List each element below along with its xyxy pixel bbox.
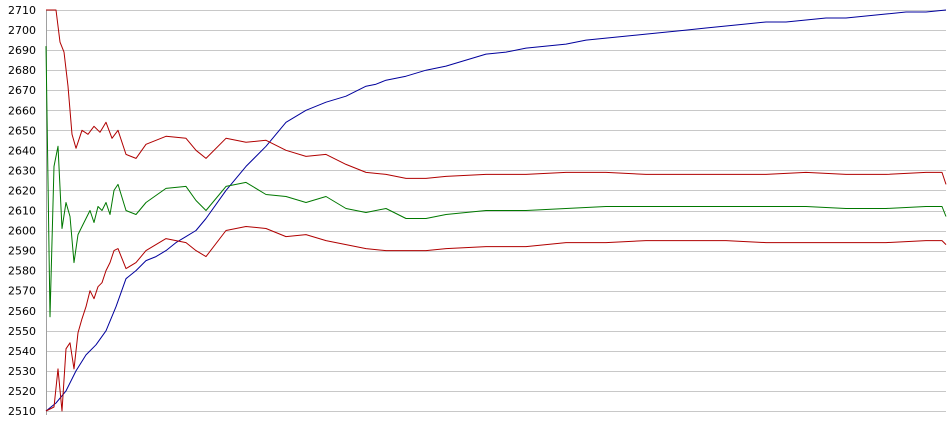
series-line-1	[45, 9, 947, 412]
gridlines	[46, 10, 946, 412]
y-tick-label: 2520	[8, 385, 36, 398]
y-tick-label: 2700	[8, 24, 36, 37]
y-tick-label: 2660	[8, 104, 36, 117]
y-tick-label: 2560	[8, 305, 36, 318]
y-tick-label: 2570	[8, 285, 36, 298]
series-line-2	[46, 9, 947, 185]
y-tick-label: 2710	[8, 4, 36, 17]
y-tick-label: 2550	[8, 325, 36, 338]
y-tick-label: 2630	[8, 164, 36, 177]
y-axis-tick-labels: 2510 2520 2530 2540 2550 2560 2570 2580 2590 2600…	[8, 4, 36, 418]
y-tick-label: 2650	[8, 124, 36, 137]
y-tick-label: 2540	[8, 345, 36, 358]
y-tick-label: 2530	[8, 365, 36, 378]
series-line-4	[45, 226, 947, 412]
y-tick-label: 2600	[8, 225, 36, 238]
y-tick-label: 2640	[8, 144, 36, 157]
series-lines	[45, 9, 947, 412]
y-tick-label: 2580	[8, 265, 36, 278]
y-tick-label: 2590	[8, 245, 36, 258]
y-tick-label: 2610	[8, 205, 36, 218]
series-line-3	[45, 46, 947, 318]
y-tick-label: 2510	[8, 405, 36, 418]
y-tick-label: 2690	[8, 44, 36, 57]
y-tick-label: 2620	[8, 184, 36, 197]
y-tick-label: 2670	[8, 84, 36, 97]
y-tick-label: 2680	[8, 64, 36, 77]
